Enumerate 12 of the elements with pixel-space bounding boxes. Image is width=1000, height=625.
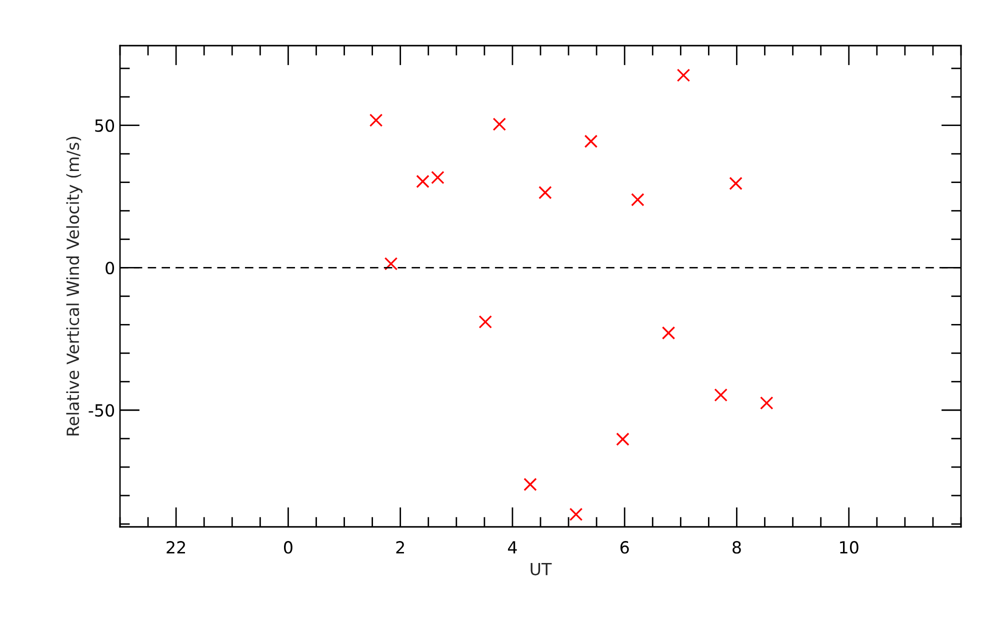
x-axis-title: UT [530,562,552,576]
x-tick-label: 2 [396,541,404,554]
x-tick-label: 6 [620,541,629,554]
x-tick-label: 4 [508,541,517,554]
y-tick-label: -50 [88,404,114,417]
y-tick-label: 0 [106,262,114,274]
x-tick-label: 22 [166,541,185,554]
y-axis-title: Relative Vertical Wind Velocity (m/s) [66,136,82,436]
x-tick-label: 0 [284,541,292,554]
x-tick-label: 8 [732,541,741,554]
x-tick-label: 10 [840,541,858,554]
y-tick-label: 50 [95,119,114,132]
